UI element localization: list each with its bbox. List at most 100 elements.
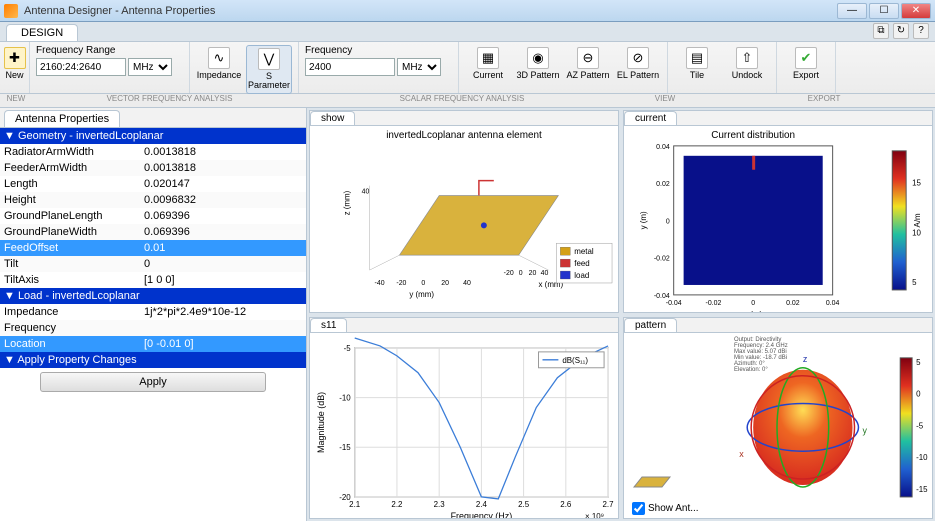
svg-text:invertedLcoplanar antenna elem: invertedLcoplanar antenna element bbox=[386, 130, 542, 141]
header-geometry[interactable]: ▼ Geometry - invertedLcoplanar bbox=[0, 128, 306, 144]
freq-range-label: Frequency Range bbox=[36, 45, 183, 56]
main-area: Antenna Properties ▼ Geometry - inverted… bbox=[0, 108, 935, 521]
tab-s11[interactable]: s11 bbox=[310, 318, 347, 332]
svg-text:-40: -40 bbox=[375, 280, 385, 287]
properties-panel: Antenna Properties ▼ Geometry - inverted… bbox=[0, 108, 307, 521]
sparameter-button[interactable]: ⋁ S Parameter bbox=[246, 45, 292, 94]
svg-text:z: z bbox=[803, 353, 808, 363]
svg-text:× 10⁹: × 10⁹ bbox=[585, 511, 604, 519]
property-row[interactable]: Length0.020147 bbox=[0, 176, 306, 192]
svg-text:2.5: 2.5 bbox=[518, 499, 530, 508]
tab-current[interactable]: current bbox=[624, 111, 677, 125]
property-row[interactable]: FeederArmWidth0.0013818 bbox=[0, 160, 306, 176]
svg-text:2.2: 2.2 bbox=[391, 499, 403, 508]
svg-text:5: 5 bbox=[916, 357, 921, 366]
header-apply[interactable]: ▼ Apply Property Changes bbox=[0, 352, 306, 368]
plot-grid: show invertedLcoplanar antenna elementx … bbox=[307, 108, 935, 521]
sparam-icon: ⋁ bbox=[258, 48, 280, 70]
undock-button[interactable]: ⇧ Undock bbox=[724, 45, 770, 82]
tab-antenna-properties[interactable]: Antenna Properties bbox=[4, 110, 120, 127]
apply-button[interactable]: Apply bbox=[40, 372, 266, 392]
svg-text:dB(S₁₁): dB(S₁₁) bbox=[562, 355, 588, 364]
property-row[interactable]: TiltAxis[1 0 0] bbox=[0, 272, 306, 288]
svg-text:Current distribution: Current distribution bbox=[711, 130, 795, 141]
tab-show[interactable]: show bbox=[310, 111, 355, 125]
svg-text:10: 10 bbox=[912, 228, 921, 237]
tab-design[interactable]: DESIGN bbox=[6, 24, 78, 41]
ribbon-groups: NEW VECTOR FREQUENCY ANALYSIS SCALAR FRE… bbox=[0, 94, 935, 108]
svg-text:-10: -10 bbox=[339, 393, 351, 402]
current-button[interactable]: ▦ Current bbox=[465, 45, 511, 82]
svg-text:0: 0 bbox=[751, 300, 755, 307]
svg-text:-15: -15 bbox=[916, 484, 928, 493]
svg-text:40: 40 bbox=[362, 189, 370, 196]
freq-unit[interactable]: MHz bbox=[397, 58, 441, 76]
svg-text:15: 15 bbox=[912, 179, 921, 188]
elpattern-button[interactable]: ⊘ EL Pattern bbox=[615, 45, 661, 82]
svg-text:y (mm): y (mm) bbox=[409, 290, 434, 299]
property-row[interactable]: Height0.0096832 bbox=[0, 192, 306, 208]
svg-text:-10: -10 bbox=[916, 453, 928, 462]
show-ant-checkbox[interactable] bbox=[632, 502, 645, 515]
undock-icon: ⇧ bbox=[736, 47, 758, 69]
svg-text:2.6: 2.6 bbox=[560, 499, 572, 508]
new-button[interactable]: ✚ New bbox=[6, 45, 23, 82]
close-button[interactable]: ✕ bbox=[901, 3, 931, 19]
doc-icon[interactable]: ⧉ bbox=[873, 23, 889, 39]
svg-text:load: load bbox=[574, 271, 589, 280]
svg-text:-20: -20 bbox=[504, 270, 514, 277]
svg-text:Frequency (Hz): Frequency (Hz) bbox=[451, 510, 513, 519]
svg-text:0: 0 bbox=[421, 280, 425, 287]
ribbon: ✚ New Frequency Range MHz ∿ Impedance ⋁ … bbox=[0, 42, 935, 94]
help-icon[interactable]: ? bbox=[913, 23, 929, 39]
tile-button[interactable]: ▤ Tile bbox=[674, 45, 720, 82]
svg-text:y (m): y (m) bbox=[639, 211, 648, 229]
svg-text:-5: -5 bbox=[344, 343, 352, 352]
svg-text:2.7: 2.7 bbox=[603, 499, 615, 508]
elevation-icon: ⊘ bbox=[627, 47, 649, 69]
impedance-icon: ∿ bbox=[208, 47, 230, 69]
plot-s11: s11 2.12.22.32.42.52.62.7-20-15-10-5Freq… bbox=[309, 317, 619, 520]
property-row[interactable]: Location[0 -0.01 0] bbox=[0, 336, 306, 352]
svg-text:0.04: 0.04 bbox=[826, 300, 840, 307]
property-row[interactable]: Frequency bbox=[0, 320, 306, 336]
svg-text:feed: feed bbox=[574, 259, 589, 268]
show-antenna-toggle[interactable]: Show Ant... bbox=[628, 467, 703, 517]
property-row[interactable]: GroundPlaneWidth0.069396 bbox=[0, 224, 306, 240]
freq-range-input[interactable] bbox=[36, 58, 126, 76]
svg-text:40: 40 bbox=[541, 270, 549, 277]
property-row[interactable]: Impedance1j*2*pi*2.4e9*10e-12 bbox=[0, 304, 306, 320]
impedance-button[interactable]: ∿ Impedance bbox=[196, 45, 242, 82]
property-row[interactable]: FeedOffset0.01 bbox=[0, 240, 306, 256]
svg-text:z (mm): z (mm) bbox=[343, 190, 352, 215]
svg-text:0: 0 bbox=[666, 218, 670, 225]
svg-text:-20: -20 bbox=[396, 280, 406, 287]
freq-label: Frequency bbox=[305, 45, 452, 56]
pattern-meta: Output: Directivity Frequency: 2.4 GHz M… bbox=[734, 337, 788, 373]
export-button[interactable]: ✔ Export bbox=[783, 45, 829, 82]
tile-icon: ▤ bbox=[686, 47, 708, 69]
header-load[interactable]: ▼ Load - invertedLcoplanar bbox=[0, 288, 306, 304]
pattern3d-button[interactable]: ◉ 3D Pattern bbox=[515, 45, 561, 82]
svg-text:0.04: 0.04 bbox=[656, 144, 670, 151]
maximize-button[interactable]: ☐ bbox=[869, 3, 899, 19]
freq-range-unit[interactable]: MHz bbox=[128, 58, 172, 76]
freq-input[interactable] bbox=[305, 58, 395, 76]
azpattern-button[interactable]: ⊖ AZ Pattern bbox=[565, 45, 611, 82]
svg-text:-5: -5 bbox=[916, 421, 924, 430]
svg-text:2.3: 2.3 bbox=[434, 499, 446, 508]
property-row[interactable]: Tilt0 bbox=[0, 256, 306, 272]
property-row[interactable]: GroundPlaneLength0.069396 bbox=[0, 208, 306, 224]
reset-icon[interactable]: ↻ bbox=[893, 23, 909, 39]
plus-icon: ✚ bbox=[4, 47, 26, 69]
tab-pattern[interactable]: pattern bbox=[624, 318, 677, 332]
matlab-icon bbox=[4, 4, 18, 18]
minimize-button[interactable]: — bbox=[837, 3, 867, 19]
svg-text:-20: -20 bbox=[339, 492, 351, 501]
svg-text:y: y bbox=[862, 425, 867, 435]
property-row[interactable]: RadiatorArmWidth0.0013818 bbox=[0, 144, 306, 160]
svg-text:20: 20 bbox=[529, 270, 537, 277]
load-table: Impedance1j*2*pi*2.4e9*10e-12FrequencyLo… bbox=[0, 304, 306, 352]
svg-text:0: 0 bbox=[916, 389, 921, 398]
svg-text:-0.04: -0.04 bbox=[666, 300, 682, 307]
